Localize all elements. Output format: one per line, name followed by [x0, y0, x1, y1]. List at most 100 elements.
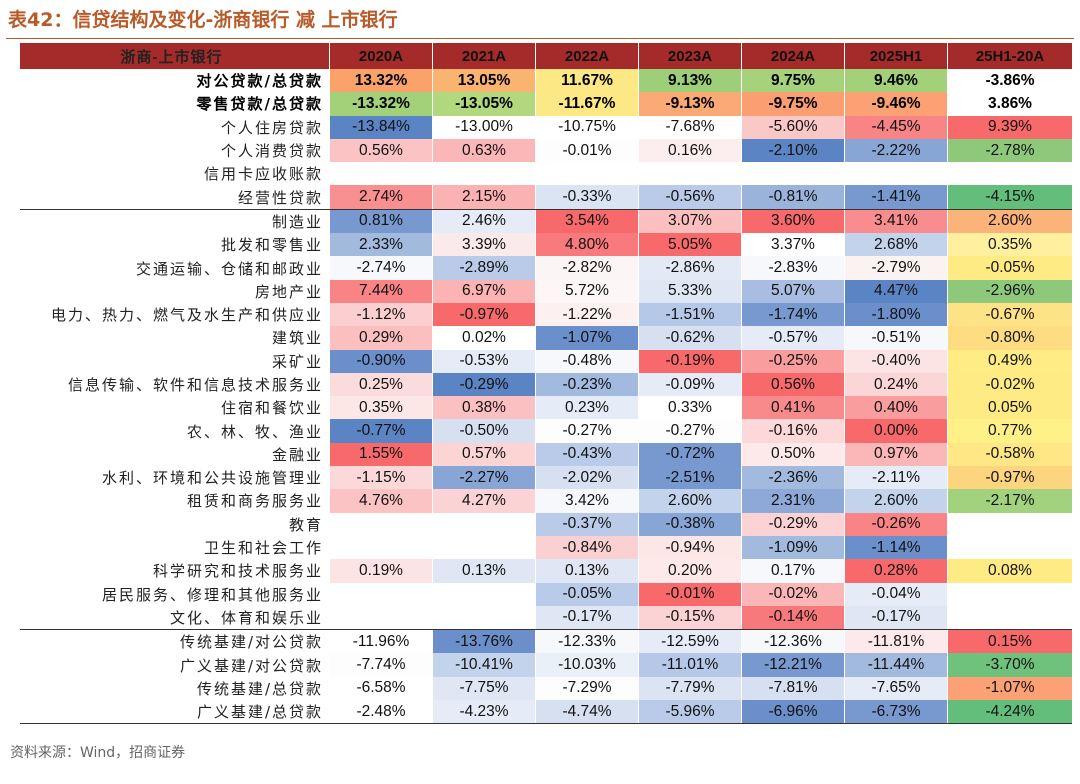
value-cell: -0.26%: [845, 512, 948, 536]
value-cell: 3.86%: [948, 92, 1072, 116]
table-row: 卫生和社会工作 -0.84% -0.94% -1.09% -1.14%: [20, 535, 1072, 560]
value-cell: -0.50%: [433, 419, 536, 443]
value-cell: -7.68%: [639, 115, 742, 139]
value-cell: 0.49%: [948, 349, 1072, 373]
row-label: 文化、体育和娱乐业: [20, 605, 330, 630]
row-label: 居民服务、修理和其他服务业: [20, 582, 330, 606]
value-cell: -0.17%: [536, 605, 639, 630]
value-cell: -7.79%: [639, 676, 742, 701]
row-label: 零售贷款/总贷款: [20, 92, 330, 116]
value-cell: -0.48%: [536, 349, 639, 373]
table-header-row: 浙商-上市银行 2020A 2021A 2022A 2023A 2024A 2025H1 25…: [20, 43, 1072, 69]
value-cell: 3.41%: [845, 209, 948, 234]
value-cell: -1.80%: [845, 302, 948, 327]
row-label: 广义基建/总贷款: [20, 700, 330, 724]
value-cell: -0.90%: [330, 349, 433, 373]
value-cell: -11.01%: [639, 653, 742, 677]
row-label: 传统基建/对公贷款: [20, 630, 330, 654]
value-cell: [330, 605, 433, 630]
value-cell: 13.05%: [433, 69, 536, 93]
value-cell: 0.08%: [948, 559, 1072, 583]
value-cell: 2.60%: [845, 489, 948, 513]
value-cell: -7.81%: [742, 676, 845, 701]
value-cell: -0.72%: [639, 442, 742, 467]
row-label: 卫生和社会工作: [20, 535, 330, 560]
value-cell: 0.81%: [330, 209, 433, 234]
value-cell: 9.39%: [948, 115, 1072, 139]
value-cell: -2.83%: [742, 256, 845, 280]
header-period-cell: 2020A: [330, 43, 433, 69]
value-cell: [948, 605, 1072, 630]
value-cell: -5.60%: [742, 115, 845, 139]
value-cell: -3.86%: [948, 69, 1072, 93]
value-cell: -0.84%: [536, 535, 639, 560]
value-cell: 5.33%: [639, 279, 742, 303]
value-cell: -0.27%: [536, 419, 639, 443]
table-row: 个人住房贷款 -13.84% -13.00% -10.75% -7.68% -5.60% -…: [20, 115, 1072, 139]
row-label: 租赁和商务服务业: [20, 489, 330, 513]
value-cell: -0.56%: [639, 185, 742, 209]
value-cell: 11.67%: [536, 69, 639, 93]
value-cell: 0.77%: [948, 419, 1072, 443]
value-cell: -0.14%: [742, 605, 845, 630]
value-cell: -0.15%: [639, 605, 742, 630]
value-cell: -0.02%: [948, 372, 1072, 397]
value-cell: -9.13%: [639, 92, 742, 116]
value-cell: 9.46%: [845, 69, 948, 93]
value-cell: -0.23%: [536, 372, 639, 397]
value-cell: -12.33%: [536, 630, 639, 654]
value-cell: 5.05%: [639, 233, 742, 257]
value-cell: 0.15%: [948, 630, 1072, 654]
value-cell: -2.74%: [330, 256, 433, 280]
value-cell: -0.04%: [845, 582, 948, 606]
value-cell: -0.94%: [639, 535, 742, 560]
value-cell: -4.15%: [948, 185, 1072, 209]
value-cell: -2.96%: [948, 279, 1072, 303]
value-cell: [948, 512, 1072, 536]
value-cell: 0.13%: [433, 559, 536, 583]
table-row: 传统基建/总贷款 -6.58% -7.75% -7.29% -7.79% -7.81% -7…: [20, 676, 1072, 701]
value-cell: -11.44%: [845, 653, 948, 677]
table-row: 住宿和餐饮业 0.35% 0.38% 0.23% 0.33% 0.41% 0.40% 0.05…: [20, 396, 1072, 420]
value-cell: -2.86%: [639, 256, 742, 280]
table-row: 制造业 0.81% 2.46% 3.54% 3.07% 3.60% 3.41% 2.60%: [20, 208, 1072, 234]
value-cell: -0.01%: [639, 582, 742, 606]
value-cell: -4.24%: [948, 700, 1072, 724]
value-cell: 0.05%: [948, 396, 1072, 420]
value-cell: -1.09%: [742, 535, 845, 560]
value-cell: 3.42%: [536, 489, 639, 513]
value-cell: -7.74%: [330, 653, 433, 677]
value-cell: -1.51%: [639, 302, 742, 327]
value-cell: 0.41%: [742, 396, 845, 420]
value-cell: 0.13%: [536, 559, 639, 583]
value-cell: 2.15%: [433, 185, 536, 209]
value-cell: [330, 512, 433, 536]
value-cell: 0.16%: [639, 138, 742, 163]
table-title: 表42：信贷结构及变化-浙商银行 减 上市银行: [8, 9, 398, 31]
value-cell: -2.89%: [433, 256, 536, 280]
table-row: 信用卡应收账款: [20, 162, 1072, 186]
value-cell: -0.29%: [433, 372, 536, 397]
value-cell: -2.22%: [845, 138, 948, 163]
value-cell: 2.68%: [845, 233, 948, 257]
value-cell: [536, 162, 639, 186]
value-cell: -1.07%: [948, 676, 1072, 701]
table-row: 批发和零售业 2.33% 3.39% 4.80% 5.05% 3.37% 2.68% 0.35…: [20, 233, 1072, 257]
value-cell: -0.53%: [433, 349, 536, 373]
value-cell: [845, 162, 948, 186]
value-cell: [948, 582, 1072, 606]
row-label: 科学研究和技术服务业: [20, 559, 330, 583]
table-row: 居民服务、修理和其他服务业 -0.05% -0.01% -0.02% -0.04%: [20, 582, 1072, 606]
value-cell: -7.65%: [845, 676, 948, 701]
value-cell: 2.46%: [433, 209, 536, 234]
value-cell: -2.02%: [536, 466, 639, 490]
value-cell: 0.35%: [330, 396, 433, 420]
value-cell: -11.81%: [845, 630, 948, 654]
value-cell: -2.79%: [845, 256, 948, 280]
value-cell: -0.25%: [742, 349, 845, 373]
value-cell: 9.75%: [742, 69, 845, 93]
value-cell: -0.97%: [433, 302, 536, 327]
value-cell: -11.67%: [536, 92, 639, 116]
value-cell: 0.56%: [742, 372, 845, 397]
value-cell: [433, 512, 536, 536]
